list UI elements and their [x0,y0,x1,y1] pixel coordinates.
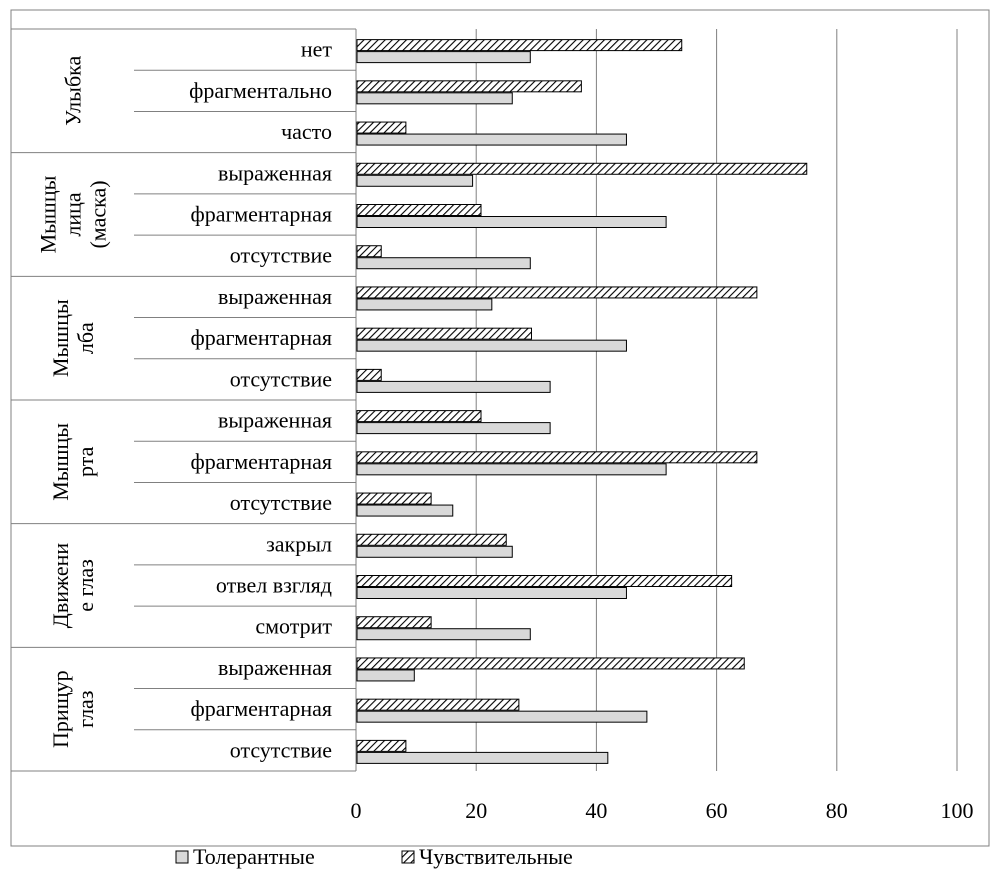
category-label: выраженная [218,408,332,433]
category-label: фрагментарная [190,696,332,721]
group-label: Мышцылица(маска) [36,175,111,253]
bar-tolerant [356,628,531,641]
category-label: выраженная [218,284,332,309]
bar-tolerant [356,545,513,558]
bar-tolerant [356,339,627,352]
bar-sensitive [356,739,407,752]
bar-tolerant [356,51,531,64]
category-label: отвел взгляд [216,573,332,598]
bar-sensitive [356,286,758,299]
x-tick-labels: 0 20 40 60 80 100 [351,798,974,823]
category-label: отсутствие [230,737,332,762]
group-label: Прищурглаз [48,670,98,748]
category-label: закрыл [266,531,332,556]
group-label: Улыбка [61,56,86,126]
bars [356,39,808,764]
category-label: отсутствие [230,243,332,268]
category-label: фрагментарная [190,449,332,474]
bar-tolerant [356,669,415,682]
group-label: Мышцырта [48,423,98,501]
bar-tolerant [356,133,627,146]
bar-tolerant [356,257,531,270]
category-label: отсутствие [230,490,332,515]
bar-sensitive [356,327,532,340]
bar-tolerant [356,710,648,723]
bar-tolerant [356,587,627,599]
bar-sensitive [356,451,758,464]
category-labels: Улыбка нет фрагментально часто Мышцылица(мас… [36,37,333,763]
bar-sensitive [356,121,407,134]
category-label: отсутствие [230,366,332,391]
bar-tolerant [356,422,551,435]
bar-sensitive [356,245,382,258]
bar-sensitive [356,492,432,505]
legend-label-sensitive: Чувствительные [419,844,573,869]
bar-sensitive [356,39,683,52]
category-label: смотрит [255,614,332,639]
bar-tolerant [356,298,493,311]
bar-sensitive [356,698,520,711]
group-label: Движение глаз [48,543,98,629]
bar-sensitive [356,368,382,381]
legend: Толерантные Чувствительные [175,844,573,869]
bar-sensitive [356,533,507,546]
bar-sensitive [356,204,482,216]
legend-label-tolerant: Толерантные [193,844,315,869]
x-tick-label: 100 [941,798,974,823]
category-label: выраженная [218,160,332,185]
bar-sensitive [356,575,733,587]
x-tick-label: 80 [826,798,848,823]
group-label: Мышцылба [48,299,98,377]
bar-sensitive [356,410,482,423]
bar-sensitive [356,162,808,175]
bar-sensitive [356,657,745,670]
bar-sensitive [356,616,432,629]
x-tick-label: 0 [351,798,362,823]
category-label: фрагментарная [190,202,332,227]
bar-sensitive [356,80,582,93]
x-tick-label: 40 [585,798,607,823]
x-tick-label: 60 [706,798,728,823]
category-axis [11,28,357,772]
legend-swatch-tolerant [175,850,189,864]
bar-tolerant [356,463,667,476]
bar-tolerant [356,216,667,228]
bar-tolerant [356,751,609,764]
category-label: часто [281,119,332,144]
category-label: нет [301,37,333,62]
legend-swatch-sensitive [401,850,415,864]
category-label: фрагментально [189,78,332,103]
bar-tolerant [356,92,513,105]
x-tick-label: 20 [465,798,487,823]
bar-tolerant [356,380,551,393]
bar-tolerant [356,174,474,187]
category-label: фрагментарная [190,325,332,350]
bar-tolerant [356,504,454,517]
category-label: выраженная [218,655,332,680]
